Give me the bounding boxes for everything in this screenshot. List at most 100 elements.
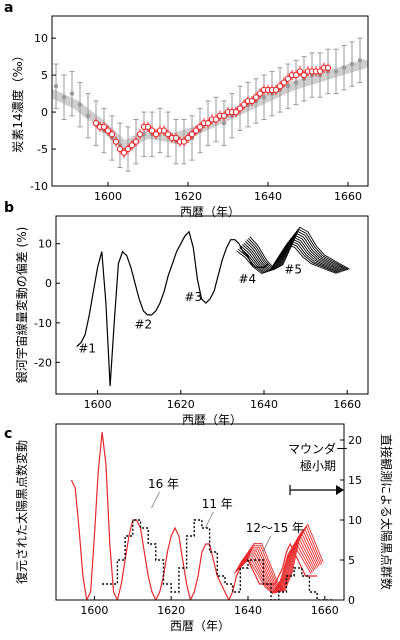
data-point [69, 91, 75, 96]
series-c-1-member-3 [237, 539, 316, 594]
data-point [104, 127, 112, 134]
y-tick-label: -10 [30, 180, 48, 193]
data-point [232, 108, 240, 116]
data-point [100, 123, 108, 131]
data-point [276, 83, 284, 90]
data-point [144, 123, 152, 131]
data-point [192, 127, 200, 134]
data-point [220, 112, 228, 119]
maunder-label-line2: 極小期 [300, 458, 336, 473]
annotation-leader [262, 535, 272, 553]
y-tick-label: 5 [41, 69, 48, 82]
arrow-right-icon [336, 485, 344, 495]
data-point [188, 131, 196, 138]
data-point [164, 131, 172, 138]
annotation: #5 [284, 262, 302, 276]
y-axis-label: 銀河宇宙線量変動の偏差 (%) [14, 227, 29, 384]
data-point [284, 75, 292, 82]
x-tick-label: 1620 [157, 604, 185, 617]
panel-label-b: b [4, 200, 14, 216]
y2-tick-label: 20 [348, 434, 362, 447]
axes-frame-b [55, 215, 369, 395]
data-point [148, 127, 156, 134]
data-point [261, 95, 267, 100]
x-tick-label: 1660 [334, 190, 362, 203]
annotation: 11 年 [202, 497, 233, 511]
data-point [116, 145, 124, 153]
data-point [172, 134, 180, 142]
axes-frame-a [51, 15, 369, 187]
data-point [120, 149, 128, 156]
data-point [248, 97, 256, 105]
series-c-1-member-2 [236, 541, 315, 594]
panel-a: a 1600 1620 1640 1660 -10 -5 0 5 10 西暦（年） 炭素14濃度（‰） [4, 0, 369, 219]
plot-area-a [52, 37, 368, 172]
x-axis-label: 西暦（年） [170, 619, 230, 633]
series-c-1-member-7 [243, 528, 321, 593]
series-b-1-member-5 [243, 234, 344, 272]
y-tick-label: 10 [34, 32, 48, 45]
y2-tick-label: 0 [348, 594, 355, 607]
data-point [293, 80, 299, 85]
data-point [296, 68, 304, 75]
data-point [61, 95, 67, 100]
data-point [212, 116, 220, 123]
y-tick-label: 10 [38, 238, 52, 251]
data-point [128, 142, 136, 149]
series-b-1-member-6 [245, 232, 346, 272]
data-point [333, 69, 339, 74]
data-point [112, 138, 120, 145]
data-point [341, 65, 347, 70]
data-point [180, 138, 188, 145]
series-b-0 [76, 230, 269, 387]
y-axis-label: 炭素14濃度（‰） [10, 49, 25, 152]
data-point [132, 138, 140, 145]
series-b-1-member-9 [249, 226, 350, 270]
annotation: #3 [184, 290, 202, 304]
x-tick-label: 1600 [80, 604, 108, 617]
panel-label-c: c [4, 426, 12, 442]
data-point [240, 101, 248, 108]
y-tick-label: -10 [34, 317, 52, 330]
series-c-1-member-8 [244, 526, 323, 592]
y-tick-label: 0 [45, 277, 52, 290]
panel-c: c 1600 1620 1640 1660 0 5 10 15 20 西暦（年） 復元された太陽黒点数… [4, 423, 394, 633]
x-tick-label: 1640 [234, 604, 262, 617]
series-c-1-member-9 [245, 523, 324, 592]
data-point [285, 84, 291, 89]
x-axis-label: 西暦（年） [180, 205, 240, 219]
data-point [300, 71, 308, 79]
y-tick-label: -5 [37, 143, 48, 156]
data-point [196, 123, 204, 131]
series-c-2 [102, 519, 333, 600]
data-point [252, 94, 260, 101]
series-b-1-member-7 [246, 230, 347, 271]
panel-b: b 1600 1620 1640 1660 -20 -10 0 10 西暦（年） 銀河宇宙線量変動の… [4, 200, 369, 427]
x-tick-label: 1620 [174, 190, 202, 203]
y-axis-label: 復元された太陽黒点数変動 [14, 440, 29, 584]
x-tick-label: 1660 [333, 398, 361, 411]
data-point [92, 120, 100, 127]
x-tick-label: 1640 [250, 398, 278, 411]
data-point [124, 145, 132, 153]
data-point [292, 71, 300, 79]
data-point [221, 120, 227, 126]
y2-axis-label: 直接観測による太陽黒点群数 [379, 434, 394, 590]
x-tick-label: 1660 [311, 604, 339, 617]
y2-tick-label: 10 [348, 514, 362, 527]
data-point [53, 84, 59, 89]
y-tick-label: -20 [34, 356, 52, 369]
data-point [324, 64, 332, 71]
data-point [280, 79, 288, 86]
data-point [160, 127, 168, 134]
data-point [272, 86, 280, 94]
data-point [85, 113, 91, 118]
series-c-1-member-6 [241, 531, 320, 593]
series-c-1-member-1 [235, 544, 313, 594]
y-tick-label: 0 [41, 106, 48, 119]
annotation: #4 [239, 272, 257, 286]
y2-tick-label: 5 [348, 554, 355, 567]
annotation-leader [204, 511, 214, 529]
data-point [184, 134, 192, 142]
